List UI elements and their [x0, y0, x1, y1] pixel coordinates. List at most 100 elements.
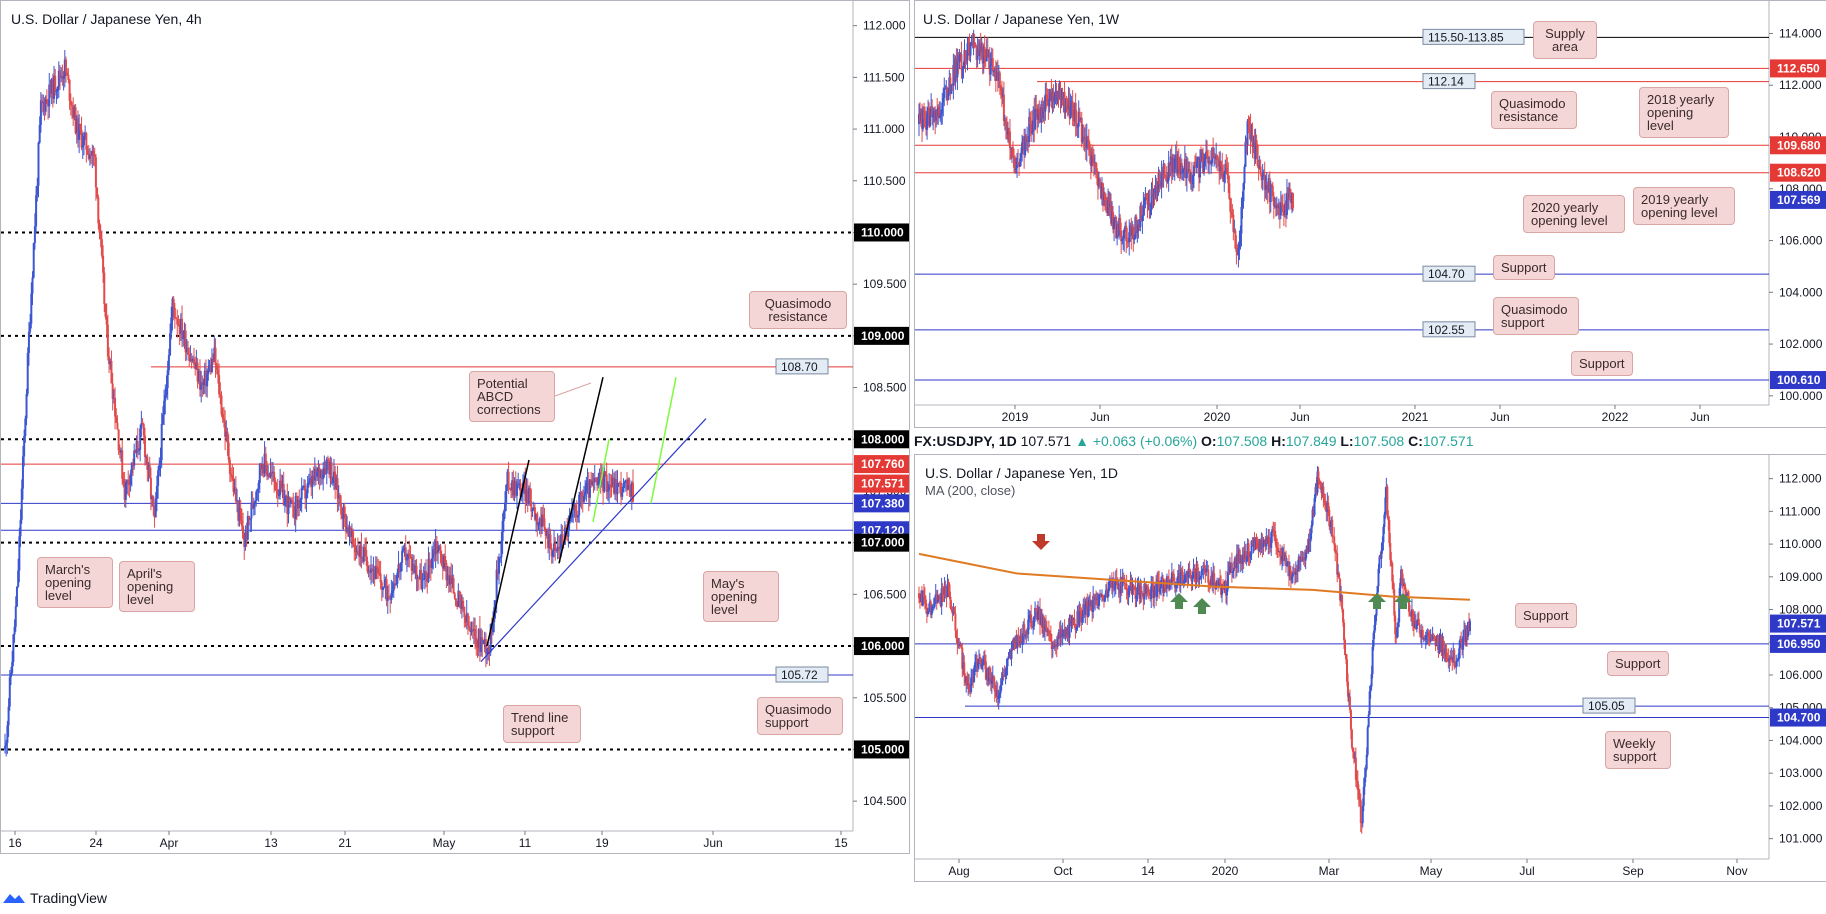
candle-body [1131, 586, 1134, 594]
candle-body [996, 72, 999, 81]
candle-body [1157, 579, 1160, 581]
chart-4h-panel[interactable]: 112.000 111.500 111.000 110.500 110.000 109.5… [0, 0, 910, 854]
candle-body [537, 522, 540, 526]
candle-body [310, 478, 313, 488]
candle-body [587, 480, 590, 498]
candle-body [60, 75, 63, 78]
y-tick-label: 103.000 [1779, 766, 1823, 780]
candle-body [1158, 173, 1161, 185]
candle-body [999, 85, 1002, 91]
candle-body [1278, 206, 1281, 216]
candle-body [126, 479, 129, 482]
candle-body [1009, 148, 1012, 150]
candle-body [1446, 658, 1449, 660]
x-tick-label: Jun [1290, 410, 1309, 424]
abcd-leg-green-1 [592, 439, 610, 523]
candle-body [1387, 516, 1390, 521]
candle-body [935, 110, 938, 121]
candle-body [1172, 157, 1175, 173]
level-inline-label: 108.70 [781, 360, 818, 374]
y-tick-label: 110.000 [1779, 537, 1822, 551]
candle-body [1167, 162, 1170, 181]
candle-body [177, 324, 180, 326]
annotation-2018-yearly: 2018 yearly opening level [1639, 87, 1729, 138]
candle-body [17, 570, 20, 587]
chart-1w-svg[interactable]: 114.000112.000110.000108.000106.000104.0… [915, 1, 1826, 427]
candle-body [1431, 634, 1434, 639]
candle-body [218, 375, 221, 395]
candle-body [371, 568, 374, 571]
candle-body [1204, 157, 1207, 162]
candle-body [973, 667, 976, 682]
candle-body [338, 495, 341, 504]
tradingview-logo[interactable]: TradingView [2, 890, 107, 906]
candle-body [1166, 180, 1169, 182]
candle-body [1249, 125, 1252, 141]
candle-body [588, 479, 591, 498]
candle-body [214, 347, 217, 365]
candle-body [1368, 691, 1371, 715]
candle-body [981, 664, 984, 666]
candle-body [1000, 681, 1003, 685]
candle-body [1247, 543, 1250, 557]
chart-1w-panel[interactable]: 114.000112.000110.000108.000106.000104.0… [914, 0, 1826, 428]
candle-body [572, 509, 575, 511]
candle-body [268, 474, 271, 477]
candle-body [328, 460, 331, 475]
candle-body [480, 637, 483, 652]
candle-body [484, 639, 487, 654]
level-axis-badge [854, 455, 909, 474]
candle-body [1241, 554, 1244, 564]
chart-4h-svg[interactable]: 112.000 111.500 111.000 110.500 110.000 109.5… [1, 1, 909, 853]
candle-body [1053, 96, 1056, 102]
chart-1d-panel[interactable]: 112.000111.000110.000109.000108.000107.0… [914, 454, 1826, 882]
candle-body [234, 487, 237, 502]
level-axis-badge [854, 494, 909, 513]
y-tick-label: 111.500 [863, 70, 905, 84]
candle-body [423, 571, 426, 580]
candle-body [561, 534, 564, 544]
candle-body [1127, 241, 1130, 243]
candle-body [135, 441, 138, 454]
candle-body [1283, 203, 1286, 215]
candle-body [280, 480, 283, 488]
candle-body [130, 462, 133, 474]
candle-body [1108, 580, 1111, 583]
candle-body [1228, 566, 1231, 573]
candle-body [555, 548, 558, 552]
candle-body [948, 77, 951, 92]
candle-body [1146, 585, 1149, 588]
candle-body [6, 725, 9, 743]
level-axis-label: 104.700 [1777, 711, 1821, 725]
candle-body [192, 358, 195, 365]
candle-body [187, 348, 190, 355]
x-tick-label: 13 [264, 836, 278, 850]
candle-body [275, 489, 278, 491]
candle-body [961, 68, 964, 70]
candle-body [557, 546, 560, 549]
candle-body [991, 58, 994, 72]
candle-body [318, 468, 321, 479]
candle-body [578, 494, 581, 516]
candle-body [1284, 203, 1287, 216]
candle-body [1255, 140, 1258, 146]
candle-body [462, 600, 465, 607]
candle-body [460, 600, 463, 609]
candle-body [298, 500, 301, 509]
x-tick-label: 16 [8, 836, 22, 850]
candle-body [501, 521, 504, 541]
candle-body [231, 475, 234, 478]
candle-body [1153, 589, 1156, 598]
candle-body [1366, 727, 1369, 755]
candle-body [1263, 174, 1266, 190]
candle-body [538, 518, 541, 523]
chart-1d-svg[interactable]: 112.000111.000110.000109.000108.000107.0… [915, 455, 1826, 881]
candle-body [262, 465, 265, 474]
candle-body [1390, 559, 1393, 564]
candle-body [1216, 155, 1219, 159]
candle-body [1028, 615, 1031, 620]
candle-body [1067, 100, 1070, 110]
candle-body [1054, 91, 1057, 97]
candle-body [983, 47, 986, 58]
candle-body [1030, 124, 1033, 134]
